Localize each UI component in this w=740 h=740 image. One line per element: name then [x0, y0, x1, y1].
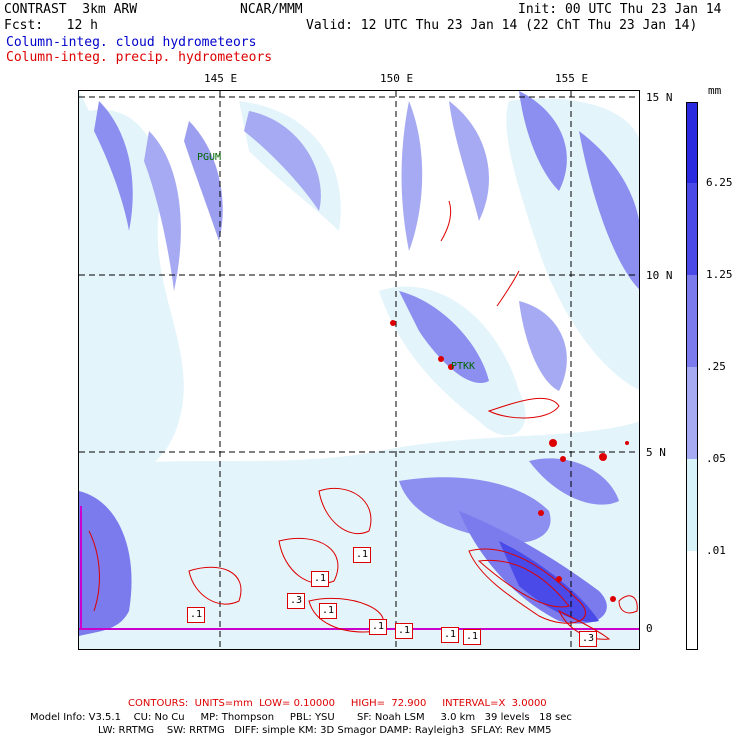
contours-info: CONTOURS: UNITS=mm LOW= 0.10000 HIGH= 72… — [128, 698, 547, 709]
precip-cells — [390, 320, 629, 602]
precip-cell — [538, 510, 544, 516]
lon-label-145: 145 E — [204, 72, 238, 85]
precip-contour — [477, 559, 570, 608]
colorbar-segment — [687, 183, 697, 275]
lat-label-0: 0 — [646, 622, 653, 635]
contour-label: .1 — [369, 619, 388, 635]
contour-label: .1 — [353, 547, 372, 563]
colorbar-segment — [687, 367, 697, 459]
cloud-region — [579, 131, 639, 289]
contour-label: .1 — [395, 623, 414, 639]
lon-label-155: 155 E — [555, 72, 589, 85]
cloud-region — [79, 491, 132, 636]
cloud-region — [401, 101, 423, 251]
map-panel: .1 .1 .3 .1 .1 .1 .1 .1 .1 .1 .3 PGUM PT… — [78, 90, 640, 650]
model-info-line1: Model Info: V3.5.1 CU: No Cu MP: Thompso… — [30, 712, 572, 723]
grid-lines — [79, 91, 639, 649]
cloud-region — [144, 131, 181, 291]
map-plot — [79, 91, 639, 649]
cloud-region — [449, 101, 489, 221]
lat-label-5n: 5 N — [646, 446, 666, 459]
precip-cell — [599, 453, 607, 461]
colorbar-label: 6.25 — [706, 176, 733, 189]
contour-label: .3 — [287, 593, 306, 609]
field-label-precip: Column-integ. precip. hydrometeors — [6, 50, 273, 65]
cloud-region — [529, 458, 619, 505]
contour-label: .3 — [579, 631, 598, 647]
cloud-region — [79, 421, 639, 649]
precip-contour — [496, 270, 520, 307]
precip-cell — [610, 596, 616, 602]
cloud-region — [184, 121, 223, 241]
precip-cell — [438, 356, 444, 362]
precip-cell — [448, 364, 454, 370]
colorbar-label: .01 — [706, 544, 726, 557]
precip-contour — [88, 530, 100, 612]
cloud-region — [399, 477, 551, 543]
contour-label: .1 — [441, 627, 460, 643]
precip-contour — [278, 537, 339, 585]
colorbar-label: .25 — [706, 360, 726, 373]
lat-label-15n: 15 N — [646, 91, 673, 104]
precip-contour — [487, 397, 560, 419]
cloud-region — [399, 291, 489, 383]
forecast-hour: Fcst: 12 h — [4, 18, 98, 33]
cloud-region — [519, 91, 567, 191]
cloud-field — [79, 91, 639, 649]
contour-label: .1 — [311, 571, 330, 587]
precip-contour — [188, 566, 242, 605]
colorbar-label: .05 — [706, 452, 726, 465]
colorbar-segment — [687, 275, 697, 367]
precip-contour — [318, 487, 372, 535]
institution: NCAR/MMM — [240, 2, 303, 17]
colorbar-segment — [687, 551, 697, 649]
precip-contour — [468, 548, 586, 624]
precip-cell — [556, 576, 562, 582]
cloud-region — [244, 111, 321, 211]
cloud-region — [499, 541, 599, 622]
contour-label: .1 — [463, 629, 482, 645]
cloud-region — [519, 301, 567, 391]
colorbar-segment — [687, 459, 697, 551]
precip-contour — [557, 609, 611, 640]
precip-cell — [625, 441, 629, 445]
lon-label-150: 150 E — [380, 72, 414, 85]
precip-cell — [549, 439, 557, 447]
colorbar-unit: mm — [708, 84, 722, 97]
colorbar-label: 1.25 — [706, 268, 733, 281]
contour-label: .1 — [187, 607, 206, 623]
station-label-pgum: PGUM — [197, 152, 222, 163]
model-info-line2: LW: RRTMG SW: RRTMG DIFF: simple KM: 3D … — [98, 725, 552, 736]
contour-label: .1 — [319, 603, 338, 619]
precip-cell — [560, 456, 566, 462]
colorbar — [686, 102, 698, 650]
precip-contour — [618, 595, 638, 614]
precip-contour — [440, 200, 452, 242]
init-time: Init: 00 UTC Thu 23 Jan 14 — [518, 2, 722, 17]
station-label-ptkk: PTKK — [451, 361, 476, 372]
cloud-region — [94, 101, 133, 231]
valid-time: Valid: 12 UTC Thu 23 Jan 14 (22 ChT Thu … — [306, 18, 698, 33]
lat-label-10n: 10 N — [646, 269, 673, 282]
field-label-cloud: Column-integ. cloud hydrometeors — [6, 35, 257, 50]
colorbar-segment — [687, 103, 697, 183]
run-title: CONTRAST 3km ARW — [4, 2, 138, 17]
precip-cell — [390, 320, 396, 326]
